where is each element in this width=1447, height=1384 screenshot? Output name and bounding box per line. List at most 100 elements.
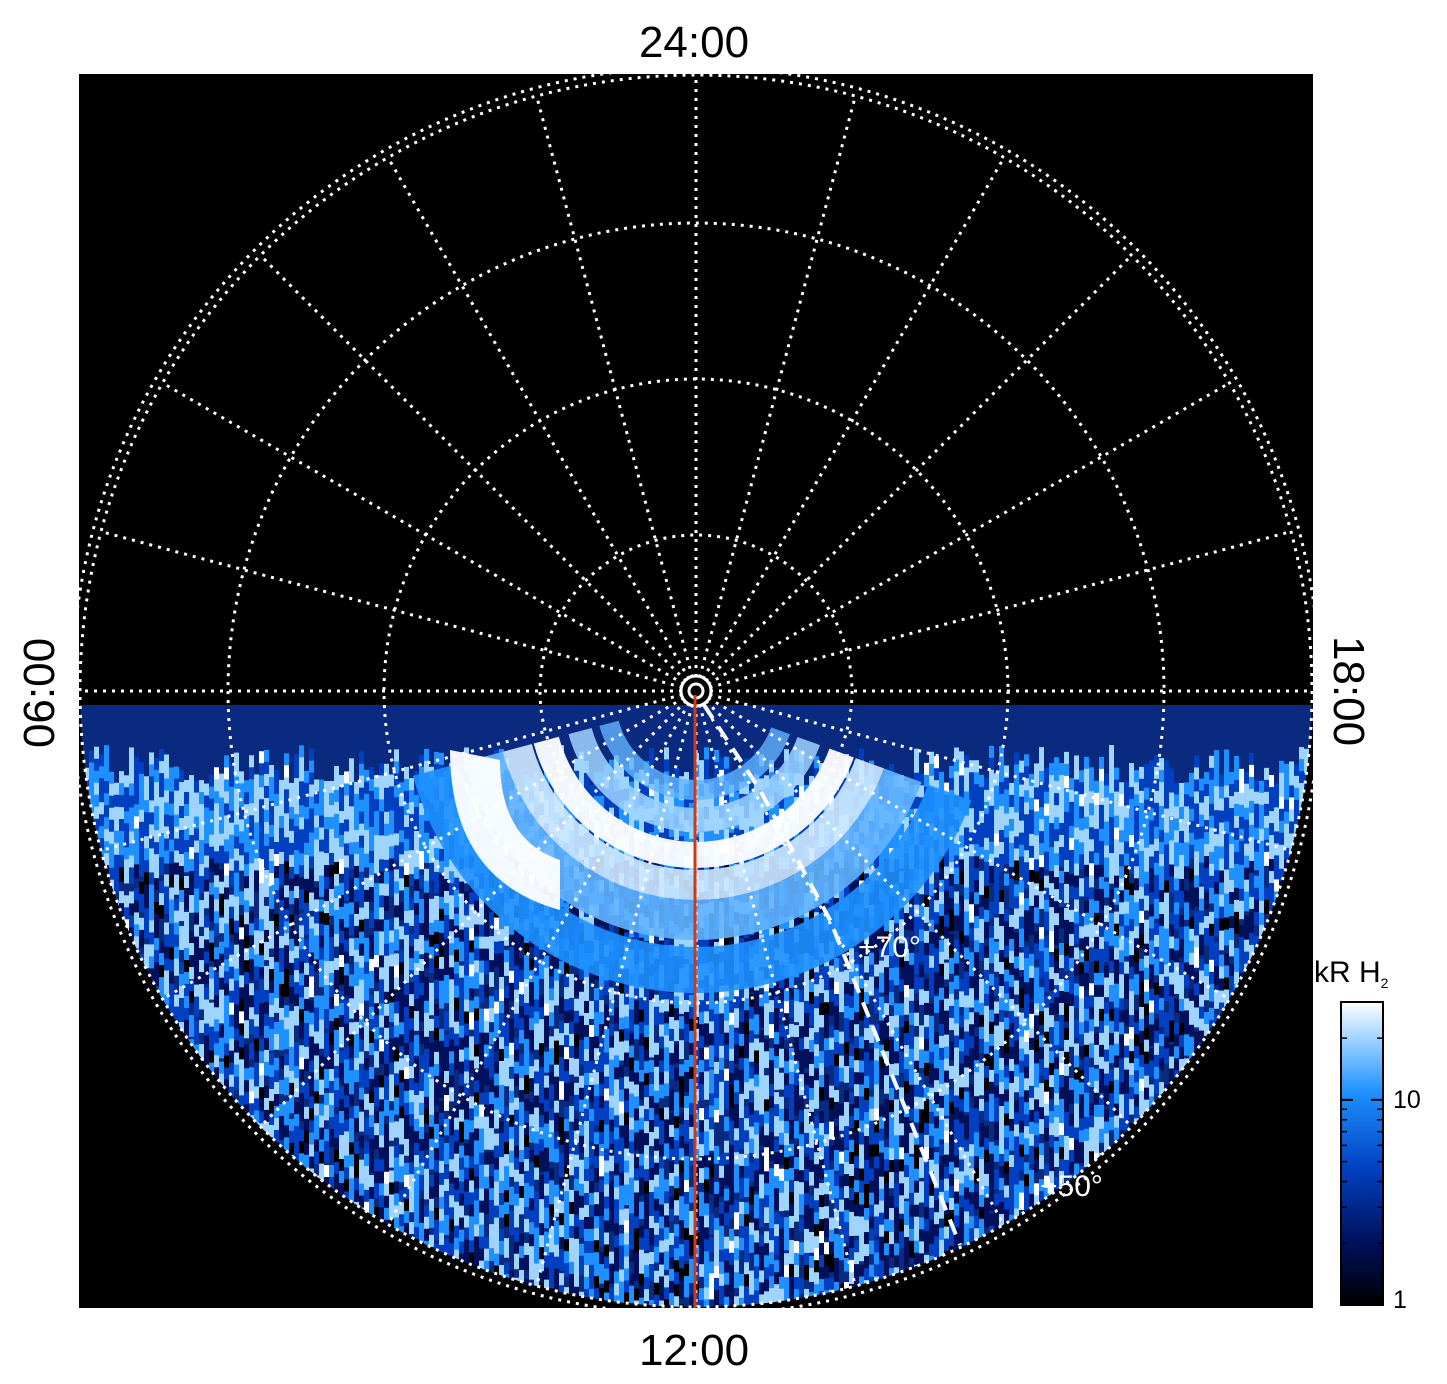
emission-cell bbox=[259, 907, 264, 925]
emission-cell bbox=[379, 1039, 384, 1058]
emission-cell bbox=[499, 928, 504, 945]
emission-cell bbox=[324, 961, 329, 974]
emission-cell bbox=[184, 935, 189, 956]
emission-cell bbox=[639, 1273, 644, 1294]
emission-cell bbox=[614, 1283, 619, 1303]
emission-cell bbox=[384, 811, 389, 831]
emission-cell bbox=[314, 887, 319, 904]
emission-cell bbox=[484, 1152, 489, 1174]
emission-cell bbox=[374, 859, 379, 874]
emission-cell bbox=[214, 1043, 219, 1056]
emission-cell bbox=[144, 908, 149, 923]
emission-cell bbox=[329, 1092, 334, 1110]
emission-cell bbox=[574, 1058, 579, 1077]
emission-cell bbox=[184, 851, 189, 873]
emission-cell bbox=[684, 771, 689, 787]
emission-cell bbox=[439, 1244, 444, 1258]
emission-cell bbox=[514, 1061, 519, 1078]
emission-cell bbox=[624, 1124, 629, 1142]
emission-cell bbox=[219, 917, 224, 934]
emission-cell bbox=[304, 830, 309, 844]
emission-cell bbox=[619, 1305, 624, 1307]
emission-cell bbox=[689, 1126, 694, 1140]
emission-cell bbox=[329, 924, 334, 943]
emission-cell bbox=[329, 828, 334, 850]
emission-cell bbox=[649, 1120, 654, 1142]
emission-cell bbox=[374, 919, 379, 934]
emission-cell bbox=[659, 1276, 664, 1293]
emission-cell bbox=[309, 1048, 314, 1062]
emission-cell bbox=[614, 1043, 619, 1063]
emission-cell bbox=[494, 1085, 499, 1107]
emission-cell bbox=[334, 777, 339, 800]
emission-cell bbox=[484, 1188, 489, 1207]
emission-cell bbox=[534, 987, 539, 1008]
emission-cell bbox=[394, 1205, 399, 1223]
emission-cell bbox=[94, 794, 99, 812]
emission-cell bbox=[629, 1249, 634, 1262]
emission-cell bbox=[174, 766, 179, 781]
emission-cell bbox=[384, 919, 389, 939]
emission-cell bbox=[129, 795, 134, 814]
emission-cell bbox=[234, 992, 239, 1008]
emission-cell bbox=[264, 1109, 269, 1132]
emission-cell bbox=[634, 1084, 639, 1105]
emission-cell bbox=[374, 907, 379, 920]
emission-cell bbox=[154, 962, 159, 984]
emission-cell bbox=[344, 951, 349, 971]
emission-cell bbox=[619, 1197, 624, 1219]
emission-cell bbox=[229, 918, 234, 935]
emission-cell bbox=[579, 1075, 584, 1094]
emission-cell bbox=[459, 989, 464, 1004]
emission-cell bbox=[674, 1296, 679, 1307]
emission-cell bbox=[679, 1220, 684, 1240]
emission-cell bbox=[269, 896, 274, 914]
emission-cell bbox=[309, 976, 314, 998]
emission-cell bbox=[449, 1051, 454, 1072]
emission-cell bbox=[489, 948, 494, 963]
emission-cell bbox=[564, 1155, 569, 1171]
emission-cell bbox=[174, 874, 179, 895]
emission-cell bbox=[169, 947, 174, 961]
emission-cell bbox=[459, 905, 464, 927]
emission-cell bbox=[464, 1179, 469, 1202]
emission-cell bbox=[174, 1006, 179, 1025]
emission-cell bbox=[369, 874, 374, 893]
emission-cell bbox=[634, 1108, 639, 1127]
emission-cell bbox=[464, 891, 469, 909]
emission-cell bbox=[309, 916, 314, 936]
emission-cell bbox=[434, 1087, 439, 1106]
emission-cell bbox=[454, 1033, 459, 1052]
emission-cell bbox=[349, 1142, 354, 1156]
emission-cell bbox=[614, 1127, 619, 1148]
emission-cell bbox=[209, 798, 214, 820]
emission-cell bbox=[299, 1153, 304, 1166]
emission-cell bbox=[134, 864, 139, 879]
emission-cell bbox=[654, 1174, 659, 1189]
emission-cell bbox=[674, 1008, 679, 1026]
emission-cell bbox=[539, 1235, 544, 1257]
emission-cell bbox=[499, 976, 504, 990]
emission-cell bbox=[264, 1001, 269, 1020]
emission-cell bbox=[144, 776, 149, 790]
emission-cell bbox=[379, 895, 384, 912]
emission-cell bbox=[374, 1027, 379, 1044]
emission-cell bbox=[289, 866, 294, 889]
emission-cell bbox=[254, 942, 259, 961]
emission-cell bbox=[499, 1048, 504, 1065]
emission-cell bbox=[454, 949, 459, 970]
emission-cell bbox=[679, 1064, 684, 1084]
emission-cell bbox=[454, 877, 459, 893]
emission-cell bbox=[659, 1060, 664, 1081]
emission-cell bbox=[344, 927, 349, 949]
emission-cell bbox=[204, 939, 209, 957]
emission-cell bbox=[399, 854, 404, 876]
emission-cell bbox=[164, 994, 169, 1014]
emission-cell bbox=[224, 779, 229, 800]
emission-cell bbox=[689, 1102, 694, 1123]
emission-cell bbox=[389, 990, 394, 1009]
emission-cell bbox=[299, 949, 304, 963]
emission-cell bbox=[214, 827, 219, 849]
emission-cell bbox=[669, 1172, 674, 1186]
emission-cell bbox=[224, 1079, 229, 1097]
